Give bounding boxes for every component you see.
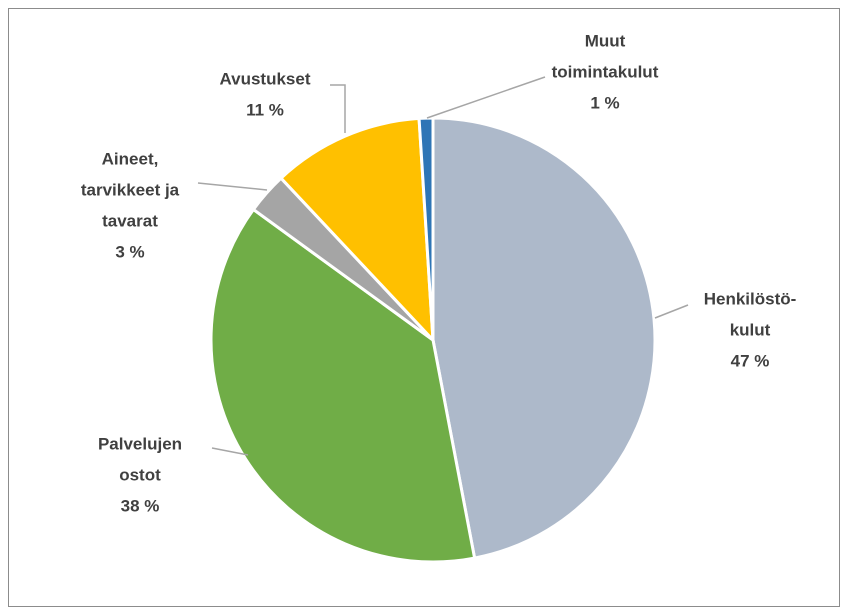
data-label: Muut xyxy=(585,31,626,50)
data-label-value: 11 % xyxy=(246,100,284,119)
data-label: Palvelujen xyxy=(98,434,182,453)
leader-line xyxy=(197,182,268,191)
data-label: toimintakulut xyxy=(552,62,659,81)
data-label-value: 38 % xyxy=(121,496,160,515)
pie-slice xyxy=(278,116,435,345)
leader-line xyxy=(211,447,249,456)
data-label: Avustukset xyxy=(219,69,310,88)
pie-slice xyxy=(209,207,477,564)
data-label: tavarat xyxy=(102,211,158,230)
data-label: tarvikkeet ja xyxy=(81,180,180,199)
data-label: ostot xyxy=(119,465,161,484)
data-label: Henkilöstö- xyxy=(704,289,797,308)
leader-line xyxy=(426,76,546,119)
data-label-value: 47 % xyxy=(731,351,770,370)
leader-line xyxy=(654,304,689,319)
data-label: kulut xyxy=(730,320,771,339)
data-label-value: 3 % xyxy=(115,242,144,261)
pie-slice xyxy=(417,116,435,341)
data-label: Aineet, xyxy=(102,149,159,168)
data-label-value: 1 % xyxy=(590,93,619,112)
pie-slice xyxy=(431,116,657,560)
leader-line xyxy=(330,84,346,133)
